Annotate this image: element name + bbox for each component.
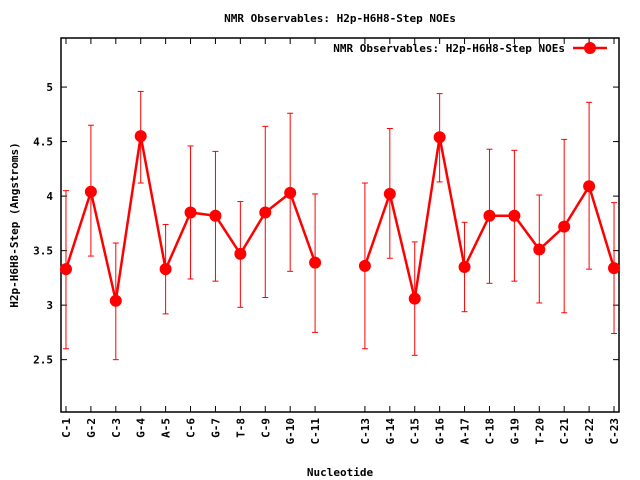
plot-frame — [60, 37, 620, 413]
data-point — [408, 292, 421, 305]
y-tick-label: 5 — [46, 81, 53, 94]
x-tick-label: C-6 — [185, 418, 198, 438]
series-line-segment — [214, 215, 242, 255]
series-line-segment — [164, 211, 192, 270]
data-point — [184, 206, 197, 219]
data-point — [59, 263, 72, 276]
x-tick-label: G-4 — [135, 418, 148, 438]
x-axis-label: Nucleotide — [307, 466, 374, 479]
y-tick-label: 3.5 — [33, 245, 53, 258]
data-point — [309, 256, 322, 269]
chart-title: NMR Observables: H2p-H6H8-Step NOEs — [224, 12, 456, 25]
y-tick-label: 4 — [46, 190, 53, 203]
x-tick-label: G-16 — [434, 418, 447, 445]
data-point — [608, 262, 621, 275]
series-line-segment — [513, 214, 541, 251]
legend: NMR Observables: H2p-H6H8-Step NOEs — [333, 42, 607, 55]
series-marks — [59, 90, 621, 361]
x-tick-label: G-2 — [85, 418, 98, 438]
x-tick-label: A-17 — [459, 418, 472, 445]
series-line-segment — [289, 192, 317, 264]
data-point — [433, 131, 446, 144]
data-point — [109, 294, 122, 307]
series-line-segment — [388, 193, 416, 299]
x-tick-label: C-23 — [608, 418, 621, 445]
y-tick-label: 3 — [46, 299, 53, 312]
series-line-segment — [463, 215, 491, 268]
x-tick-label: C-3 — [110, 418, 123, 438]
y-tick-label: 2.5 — [33, 354, 53, 367]
data-point — [458, 260, 471, 273]
x-tick-label: G-14 — [384, 418, 397, 445]
legend-marker — [584, 42, 596, 54]
x-tick-label: G-19 — [508, 418, 521, 445]
series-line-segment — [114, 135, 142, 301]
x-tick-label: G-22 — [583, 418, 596, 445]
x-tick-label: C-9 — [259, 418, 272, 438]
data-point — [84, 185, 97, 198]
series-line-segment — [239, 211, 267, 255]
x-tick-label: C-11 — [309, 418, 322, 445]
x-tick-label: T-20 — [533, 418, 546, 445]
legend-label: NMR Observables: H2p-H6H8-Step NOEs — [333, 42, 565, 55]
data-point — [234, 247, 247, 260]
series-line-segment — [139, 135, 167, 270]
data-point — [259, 206, 272, 219]
series-line-segment — [438, 136, 466, 268]
series-line-segment — [363, 193, 392, 267]
data-point — [209, 209, 222, 222]
data-point — [483, 209, 496, 222]
y-axis-label: H2p-H6H8-Step (Angstroms) — [8, 142, 21, 308]
x-tick-label: T-8 — [234, 418, 247, 438]
data-point — [358, 259, 371, 272]
x-tick-label: G-10 — [284, 418, 297, 445]
data-point — [508, 209, 521, 222]
x-tick-label: C-13 — [359, 418, 372, 445]
x-tick-label: C-18 — [483, 418, 496, 445]
data-point — [383, 187, 396, 200]
y-tick-label: 4.5 — [33, 136, 53, 149]
series-line-segment — [587, 185, 616, 269]
data-point — [558, 220, 571, 233]
data-point — [583, 180, 596, 193]
x-tick-label: C-1 — [60, 418, 73, 438]
x-tick-label: C-21 — [558, 418, 571, 445]
x-tick-label: C-15 — [409, 418, 422, 445]
series-line-segment — [89, 191, 118, 302]
axes: 2.5 3 3.5 4 4.5 5 C-1 G-2 C-3 G-4 A-5 C-6 G-7 T-8 C-9 G… — [33, 37, 621, 445]
series-line-segment — [563, 185, 591, 228]
x-tick-label: A-5 — [160, 418, 173, 438]
data-point — [533, 243, 546, 256]
data-point — [159, 263, 172, 276]
x-tick-label: G-7 — [209, 418, 222, 438]
series-line-segment — [413, 137, 441, 299]
series-line-segment — [64, 191, 93, 270]
data-point — [134, 130, 147, 143]
data-point — [284, 186, 297, 199]
